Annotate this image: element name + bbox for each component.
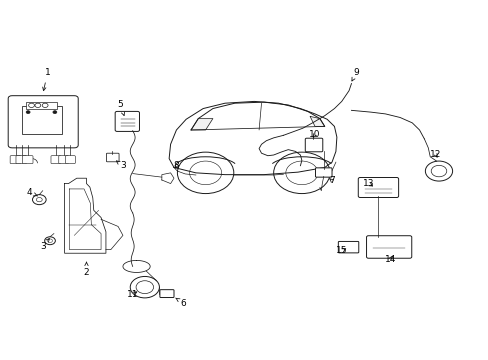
Text: 11: 11 bbox=[127, 290, 138, 299]
Circle shape bbox=[53, 111, 57, 113]
Text: 13: 13 bbox=[362, 179, 373, 188]
Text: 9: 9 bbox=[351, 68, 359, 81]
FancyBboxPatch shape bbox=[65, 156, 75, 163]
Text: 10: 10 bbox=[308, 130, 320, 139]
Bar bbox=[22, 106, 61, 134]
FancyBboxPatch shape bbox=[338, 242, 358, 253]
Text: 8: 8 bbox=[173, 161, 179, 170]
Text: 6: 6 bbox=[175, 298, 186, 308]
Polygon shape bbox=[309, 116, 324, 126]
FancyBboxPatch shape bbox=[22, 156, 33, 163]
FancyBboxPatch shape bbox=[115, 111, 139, 131]
FancyBboxPatch shape bbox=[160, 290, 174, 297]
FancyBboxPatch shape bbox=[10, 156, 21, 163]
FancyBboxPatch shape bbox=[8, 96, 78, 148]
Text: 4: 4 bbox=[27, 188, 38, 197]
Text: 14: 14 bbox=[384, 255, 395, 264]
Polygon shape bbox=[191, 118, 212, 130]
Text: 1: 1 bbox=[42, 68, 50, 91]
Text: 5: 5 bbox=[118, 100, 124, 116]
FancyBboxPatch shape bbox=[358, 177, 398, 198]
FancyBboxPatch shape bbox=[366, 236, 411, 258]
Text: 7: 7 bbox=[328, 176, 334, 185]
FancyBboxPatch shape bbox=[51, 156, 61, 163]
Circle shape bbox=[26, 111, 30, 113]
Text: 3: 3 bbox=[116, 161, 125, 170]
FancyBboxPatch shape bbox=[106, 153, 119, 162]
FancyBboxPatch shape bbox=[16, 156, 27, 163]
FancyBboxPatch shape bbox=[59, 156, 68, 163]
Text: 15: 15 bbox=[335, 246, 347, 255]
Text: 2: 2 bbox=[83, 262, 89, 277]
FancyBboxPatch shape bbox=[315, 168, 331, 177]
Bar bbox=[26, 102, 57, 109]
Text: 12: 12 bbox=[429, 150, 440, 159]
Text: 3: 3 bbox=[40, 239, 49, 251]
FancyBboxPatch shape bbox=[305, 138, 322, 152]
